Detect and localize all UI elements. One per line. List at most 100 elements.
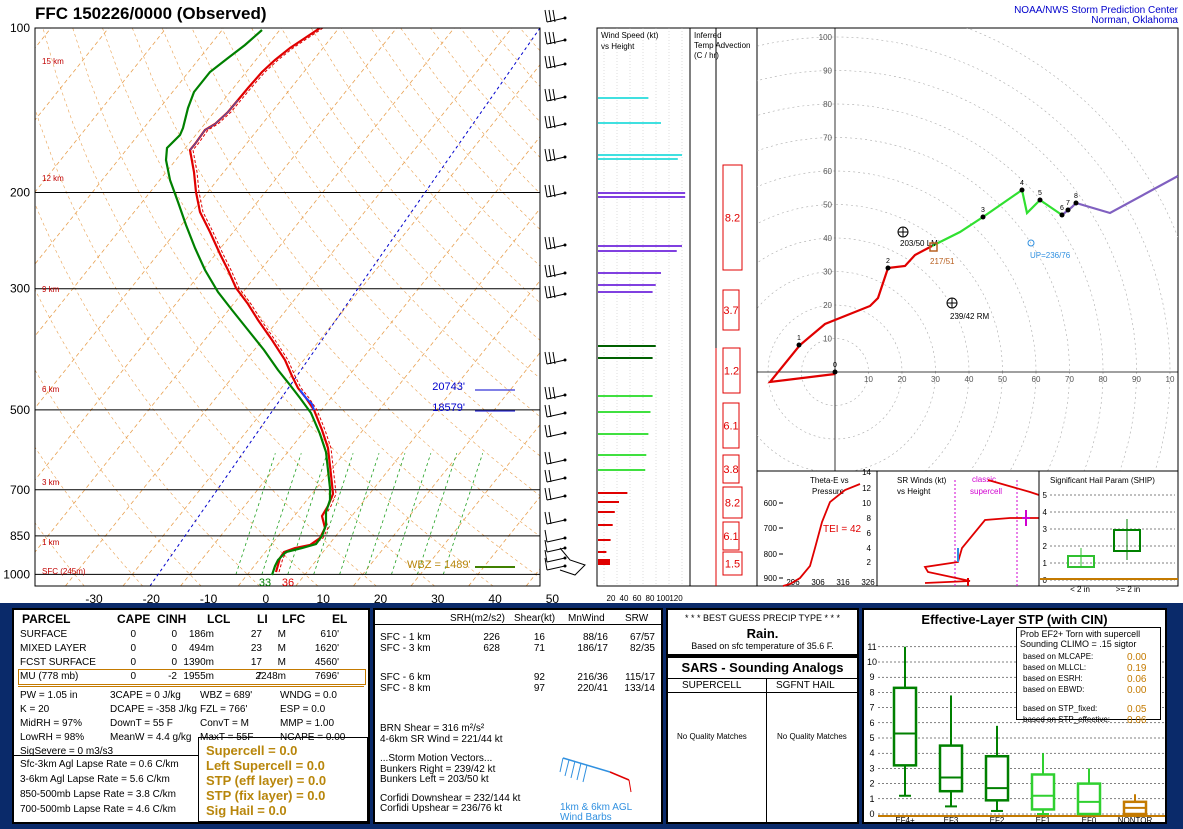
parcel-value: 17 — [250, 657, 262, 668]
index-value: 3CAPE = 0 J/kg — [110, 690, 181, 701]
wind-barb-flag — [544, 88, 548, 102]
org-line-1: NOAA/NWS Storm Prediction Center — [1014, 5, 1179, 16]
prob-value: 0.19 — [1127, 663, 1147, 674]
hodo-x-tick: 70 — [1065, 375, 1074, 384]
wind-barb-point — [563, 536, 567, 540]
hodo-km-point — [980, 214, 986, 220]
wind-barb-point — [563, 122, 567, 126]
temp-adv-box — [722, 521, 740, 551]
lapse-rate: 3-6km Agl Lapse Rate = 5.6 C/km — [20, 774, 170, 785]
temp-adv-value: 8.2 — [725, 498, 740, 510]
parcel-value: M — [277, 657, 286, 668]
temp-tick-label: 20 — [374, 592, 388, 603]
prob-label: based on ESRH: — [1023, 674, 1083, 683]
dry-adiabat — [35, 107, 377, 586]
wind-barb-point — [563, 431, 567, 435]
wind-barb-flag — [548, 487, 552, 501]
cinh-header: CINH — [157, 612, 187, 626]
dry-adiabat — [35, 522, 85, 586]
index-value: FZL = 766' — [200, 704, 248, 715]
wind-barb-flag — [548, 511, 552, 525]
mean-wind-marker — [929, 242, 938, 252]
sr-y-tick: 10 — [862, 499, 871, 508]
kin-layer: SFC - 8 km — [380, 683, 431, 694]
prob-label: based on MLCAPE: — [1023, 652, 1094, 661]
theta-title-1: Theta-E vs — [810, 476, 849, 485]
hodo-km-point — [1019, 187, 1025, 193]
parcel-value: 7 — [256, 671, 262, 682]
ws-axis-label: 60 — [633, 594, 642, 603]
index-value: MidRH = 97% — [20, 718, 82, 729]
wind-barb-flag — [552, 264, 556, 278]
temp-adv-box — [722, 289, 740, 331]
upshear-marker — [1027, 239, 1035, 247]
ship-y-tick: 2 — [1043, 542, 1048, 551]
mean-wind-label: 217/51 — [930, 257, 955, 266]
index-value: ESP = 0.0 — [280, 704, 326, 715]
wind-barb-flag — [548, 404, 552, 418]
wind-barb-point — [563, 16, 567, 20]
corfidi-downshear: Corfidi Downshear = 232/144 kt — [380, 793, 521, 804]
parcel-value: 0 — [130, 629, 136, 640]
kin-value: 115/17 — [625, 672, 655, 683]
parcel-value: 0 — [171, 657, 177, 668]
kin-layer: SFC - 6 km — [380, 672, 431, 683]
wind-barb-point — [563, 546, 567, 550]
index-value: PW = 1.05 in — [20, 690, 78, 701]
wind-barb — [546, 39, 566, 45]
analogs-panel: SARS - Sounding Analogs SUPERCELL SGFNT … — [666, 656, 859, 824]
sr-y-tick: 4 — [867, 544, 872, 553]
lfc-header: LFC — [282, 612, 306, 626]
classic-supercell-2: supercell — [970, 487, 1002, 496]
hodo-trace-0-3km — [767, 245, 933, 384]
stp-y-tick: 2 — [869, 779, 874, 789]
hodograph: 1020304050607080901001101020304050607080… — [756, 27, 1179, 472]
parcel-value: 0 — [171, 629, 177, 640]
analog-hail-none: No Quality Matches — [777, 732, 847, 741]
wind-barb-flag — [544, 557, 548, 571]
temp-adv-box — [722, 551, 743, 576]
temp-adv-value: 3.7 — [723, 305, 738, 317]
stp-y-tick: 8 — [869, 687, 874, 697]
hodo-km-label: 4 — [1020, 180, 1024, 187]
wind-speed-title-2: vs Height — [601, 42, 635, 51]
stp-box — [984, 754, 1010, 802]
prob-value: 0.06 — [1127, 674, 1147, 685]
page-title: FFC 150226/0000 (Observed) — [35, 4, 267, 23]
pressure-label: 500 — [10, 403, 30, 417]
isotherm-line — [35, 28, 397, 481]
hodo-km-point — [885, 265, 891, 271]
wind-barb-flag — [544, 511, 548, 525]
wind-barb-flag — [544, 285, 548, 299]
hodo-x-tick: 90 — [1132, 375, 1141, 384]
prob-value: 0.00 — [1127, 685, 1147, 696]
shear-header: Shear(kt) — [514, 613, 556, 624]
precip-panel: * * * BEST GUESS PRECIP TYPE * * * Rain.… — [666, 608, 859, 656]
hodo-ring-label: 80 — [823, 100, 832, 109]
kin-value: 186/17 — [577, 643, 608, 654]
parcel-segment — [299, 389, 315, 411]
li-header: LI — [257, 612, 268, 626]
storm-motion-title: ...Storm Motion Vectors... — [380, 753, 493, 764]
kin-value: 97 — [533, 683, 545, 694]
temp-adv-box — [722, 164, 743, 271]
ship-x-label: < 2 in — [1070, 585, 1090, 594]
pressure-label: 300 — [10, 282, 30, 296]
kin-value: 16 — [533, 632, 545, 643]
mu-row-highlight — [18, 669, 366, 685]
lapse-rate: 850-500mb Lapse Rate = 3.8 C/km — [20, 789, 176, 800]
wind-barb-flag — [548, 184, 552, 198]
bunkers-right-label: 239/42 RM — [950, 312, 989, 321]
sr-wind-46: 4-6km SR Wind = 221/44 kt — [380, 734, 503, 745]
stp-y-tick: 6 — [869, 718, 874, 728]
wind-barb — [546, 547, 566, 553]
wind-barb-point — [563, 564, 567, 568]
parcel-value: M — [277, 629, 286, 640]
parcel-value: 186m — [188, 629, 214, 640]
lowlevel-barb-cluster — [559, 547, 586, 576]
wind-barb — [546, 359, 566, 365]
stp-y-tick: 5 — [869, 733, 874, 743]
temp-tick-label: 40 — [488, 592, 502, 603]
dry-adiabat — [221, 28, 540, 418]
kin-value: 88/16 — [582, 632, 608, 643]
